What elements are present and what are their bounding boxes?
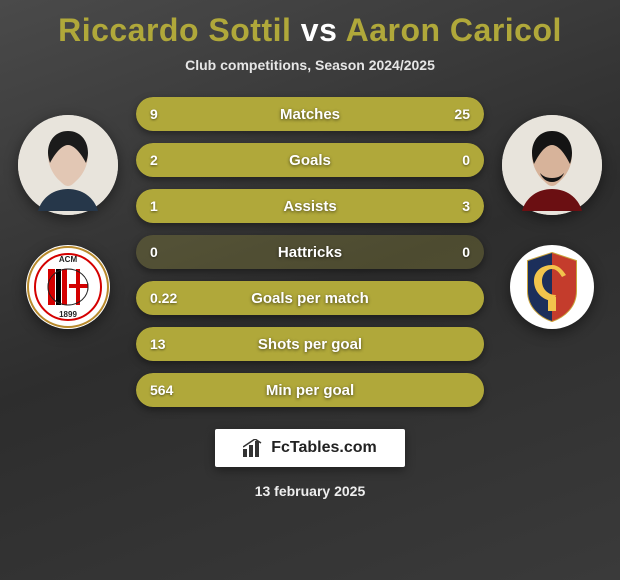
stat-label: Min per goal	[196, 382, 424, 399]
stat-label: Assists	[196, 198, 424, 215]
stat-row: 564Min per goal	[136, 373, 484, 407]
stat-label: Goals	[196, 152, 424, 169]
club-crest-icon	[510, 245, 594, 329]
stat-value-left: 1	[136, 198, 196, 214]
right-club-badge	[510, 245, 594, 329]
stat-value-right: 0	[424, 244, 484, 260]
right-player-avatar	[502, 115, 602, 215]
svg-text:ACM: ACM	[59, 255, 78, 264]
date-text: 13 february 2025	[255, 483, 366, 499]
stat-value-right: 25	[424, 106, 484, 122]
club-crest-icon: ACM 1899	[26, 245, 110, 329]
stat-value-left: 0	[136, 244, 196, 260]
stat-value-right: 3	[424, 198, 484, 214]
brand-text: FcTables.com	[271, 439, 377, 457]
player-icon	[18, 115, 118, 215]
right-avatars	[502, 97, 602, 329]
stat-row: 0Hattricks0	[136, 235, 484, 269]
stat-row: 9Matches25	[136, 97, 484, 131]
stat-value-left: 0.22	[136, 290, 196, 306]
title-vs: vs	[301, 12, 338, 48]
stat-value-left: 9	[136, 106, 196, 122]
stat-row: 0.22Goals per match	[136, 281, 484, 315]
stat-row: 13Shots per goal	[136, 327, 484, 361]
stat-value-right: 0	[424, 152, 484, 168]
footer: FcTables.com 13 february 2025	[215, 429, 405, 499]
subtitle: Club competitions, Season 2024/2025	[185, 57, 435, 73]
stat-label: Matches	[196, 106, 424, 123]
stat-row: 1Assists3	[136, 189, 484, 223]
svg-text:1899: 1899	[59, 310, 77, 319]
brand-box[interactable]: FcTables.com	[215, 429, 405, 467]
stat-label: Shots per goal	[196, 336, 424, 353]
stat-value-left: 13	[136, 336, 196, 352]
stat-rows: 9Matches252Goals01Assists30Hattricks00.2…	[136, 97, 484, 407]
stat-label: Goals per match	[196, 290, 424, 307]
left-avatars: ACM 1899	[18, 97, 118, 329]
title-player1: Riccardo Sottil	[58, 12, 291, 48]
left-club-badge: ACM 1899	[26, 245, 110, 329]
title-player2: Aaron Caricol	[346, 12, 562, 48]
stat-row: 2Goals0	[136, 143, 484, 177]
main-content: ACM 1899 9Matches252Goals01Assist	[0, 97, 620, 407]
stat-value-left: 2	[136, 152, 196, 168]
chart-icon	[243, 439, 265, 457]
player-icon	[502, 115, 602, 215]
stat-label: Hattricks	[196, 244, 424, 261]
stat-value-left: 564	[136, 382, 196, 398]
left-player-avatar	[18, 115, 118, 215]
page-title: Riccardo Sottil vs Aaron Caricol	[58, 12, 562, 49]
